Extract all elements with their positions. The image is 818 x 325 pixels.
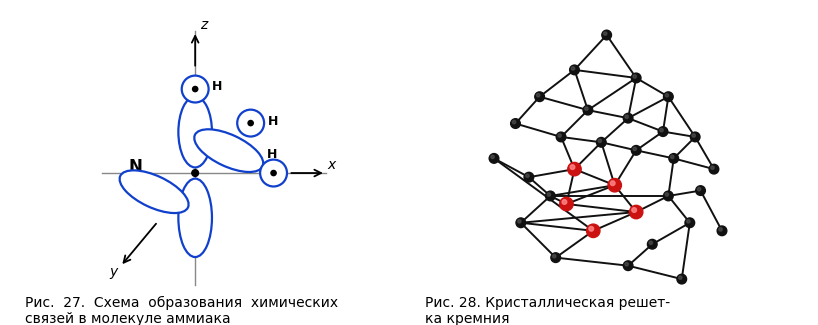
Circle shape <box>647 240 657 249</box>
Circle shape <box>489 154 499 163</box>
Circle shape <box>665 94 668 97</box>
Circle shape <box>633 147 636 150</box>
Circle shape <box>625 263 628 266</box>
Circle shape <box>589 227 594 231</box>
Circle shape <box>551 253 560 263</box>
Circle shape <box>608 178 622 192</box>
Text: y: y <box>110 265 118 279</box>
Text: z: z <box>200 18 207 32</box>
Circle shape <box>546 191 555 201</box>
Circle shape <box>598 139 601 143</box>
Ellipse shape <box>178 97 212 167</box>
Ellipse shape <box>178 179 212 257</box>
Circle shape <box>677 274 686 284</box>
Text: Рис. 28. Кристаллическая решет-
ка кремния: Рис. 28. Кристаллическая решет- ка кремн… <box>425 296 671 325</box>
Text: x: x <box>328 158 336 172</box>
Ellipse shape <box>194 129 263 172</box>
Circle shape <box>604 32 607 35</box>
Circle shape <box>690 132 700 142</box>
Text: H: H <box>267 115 278 128</box>
Circle shape <box>709 164 719 174</box>
Circle shape <box>663 92 673 101</box>
Circle shape <box>526 174 529 177</box>
Circle shape <box>191 170 199 176</box>
Ellipse shape <box>260 160 287 187</box>
Circle shape <box>558 134 561 137</box>
Circle shape <box>685 218 694 228</box>
Circle shape <box>671 155 674 159</box>
Circle shape <box>695 186 705 195</box>
Circle shape <box>717 226 727 236</box>
Text: H: H <box>267 148 276 161</box>
Circle shape <box>553 254 556 258</box>
Circle shape <box>556 132 566 142</box>
Circle shape <box>623 113 633 123</box>
Circle shape <box>602 30 612 40</box>
Ellipse shape <box>119 170 189 213</box>
Ellipse shape <box>237 110 264 136</box>
Circle shape <box>692 134 695 137</box>
Circle shape <box>569 65 579 75</box>
Circle shape <box>570 165 575 169</box>
Text: H: H <box>212 80 222 93</box>
Circle shape <box>248 121 254 126</box>
Circle shape <box>631 73 641 83</box>
Circle shape <box>518 220 521 223</box>
Circle shape <box>631 146 641 155</box>
Circle shape <box>512 120 515 124</box>
Circle shape <box>669 154 679 163</box>
Circle shape <box>271 170 276 176</box>
Circle shape <box>698 188 701 191</box>
Circle shape <box>686 220 690 223</box>
Circle shape <box>663 191 673 201</box>
Circle shape <box>491 155 494 159</box>
Text: Рис.  27.  Схема  образования  химических
связей в молекуле аммиака: Рис. 27. Схема образования химических св… <box>25 296 338 325</box>
Circle shape <box>679 276 682 279</box>
Circle shape <box>631 208 636 212</box>
Text: N: N <box>128 159 142 176</box>
Circle shape <box>630 205 643 219</box>
Circle shape <box>587 224 600 238</box>
Circle shape <box>585 107 588 111</box>
Circle shape <box>711 166 714 169</box>
Circle shape <box>537 94 540 97</box>
Ellipse shape <box>182 76 209 102</box>
Circle shape <box>562 200 567 204</box>
Circle shape <box>192 86 198 92</box>
Circle shape <box>524 172 533 182</box>
Circle shape <box>649 241 653 244</box>
Circle shape <box>535 92 545 101</box>
Circle shape <box>625 115 628 118</box>
Circle shape <box>560 197 573 211</box>
Circle shape <box>547 193 551 196</box>
Circle shape <box>719 228 722 231</box>
Circle shape <box>665 193 668 196</box>
Circle shape <box>571 67 575 70</box>
Circle shape <box>660 128 663 132</box>
Circle shape <box>583 105 593 115</box>
Circle shape <box>516 218 526 228</box>
Circle shape <box>633 75 636 78</box>
Circle shape <box>658 127 667 136</box>
Circle shape <box>610 181 615 186</box>
Circle shape <box>510 119 520 128</box>
Circle shape <box>568 162 581 176</box>
Circle shape <box>596 137 606 147</box>
Circle shape <box>623 261 633 270</box>
